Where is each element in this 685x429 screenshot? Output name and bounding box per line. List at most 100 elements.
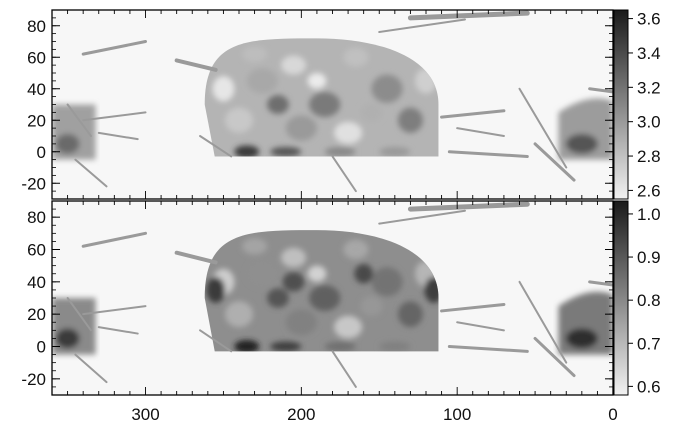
track-streak — [199, 329, 233, 353]
colorbar-tick-label: 3.6 — [637, 10, 661, 29]
y-tick-label: 0 — [37, 338, 46, 357]
colorbar-tick-label: 3.2 — [637, 78, 661, 97]
right-blob — [565, 133, 598, 154]
colorbar-tick-label: 3.0 — [637, 113, 661, 132]
track-streak — [533, 142, 576, 182]
texture-blob — [206, 276, 225, 303]
texture-blob — [281, 55, 307, 75]
track-streak — [74, 353, 108, 384]
track-streak — [440, 302, 506, 313]
track-streak — [407, 201, 530, 212]
track-streak — [440, 109, 506, 119]
texture-blob — [360, 102, 383, 122]
track-streak — [518, 280, 568, 364]
colorbar-tick-label: 1.0 — [637, 205, 661, 224]
texture-blob — [224, 301, 254, 328]
track-streak — [174, 58, 218, 72]
y-tick-label: 60 — [27, 48, 46, 67]
texture-blob — [242, 46, 268, 62]
track-streak — [588, 87, 613, 94]
track-streak — [447, 150, 529, 158]
track-streak — [97, 326, 139, 335]
texture-blob — [324, 341, 356, 352]
y-tick-label: 20 — [27, 111, 46, 130]
y-tick-label: 60 — [27, 241, 46, 260]
texture-blob — [270, 147, 302, 157]
texture-blob — [307, 265, 327, 282]
colorbar-tick-label: 3.4 — [637, 44, 661, 63]
texture-blob — [234, 340, 260, 352]
texture-blob — [324, 147, 356, 157]
colorbar-tick-label: 2.8 — [637, 147, 661, 166]
texture-blob — [397, 107, 423, 133]
track-streak — [82, 111, 147, 122]
track-streak — [378, 18, 466, 34]
texture-blob — [397, 301, 423, 328]
texture-blob — [234, 145, 260, 157]
texture-blob — [281, 247, 307, 268]
texture-blob — [354, 264, 374, 284]
right-blob — [565, 328, 598, 349]
top-colorbar: 3.6 3.4 3.2 3.0 2.8 2.6 — [613, 9, 661, 200]
left-blob — [55, 328, 80, 349]
texture-blob — [371, 74, 403, 103]
texture-blob — [360, 296, 383, 316]
y-tick-label: 80 — [27, 17, 46, 36]
top-map-panel: 80 60 40 20 0 -20 — [21, 9, 614, 200]
y-tick-label: 40 — [27, 80, 46, 99]
colorbar-tick-label: 2.6 — [637, 181, 661, 200]
texture-blob — [379, 341, 411, 352]
track-streak — [66, 103, 92, 137]
texture-blob — [267, 288, 289, 308]
right-region — [558, 98, 613, 160]
heatmap-image — [52, 10, 613, 193]
track-streak — [407, 10, 530, 21]
colorbar-gradient — [613, 200, 629, 396]
track-streak — [82, 305, 147, 316]
track-streak — [199, 135, 233, 158]
heatmap-image — [52, 201, 613, 388]
track-streak — [81, 231, 147, 248]
texture-blob — [242, 238, 268, 255]
colorbar-tick-label: 0.9 — [637, 248, 661, 267]
texture-blob — [334, 121, 363, 144]
colorbar-tick-label: 0.8 — [637, 291, 661, 310]
x-tick-label: 0 — [608, 405, 617, 424]
track-streak — [66, 297, 92, 332]
y-tick-label: -20 — [21, 370, 46, 389]
texture-blob — [371, 267, 403, 297]
left-blob — [55, 133, 80, 154]
texture-blob — [379, 147, 411, 157]
colorbar-tick-label: 0.6 — [637, 377, 661, 396]
track-streak — [331, 155, 357, 193]
texture-blob — [307, 73, 327, 89]
track-streak — [331, 350, 357, 388]
track-streak — [518, 87, 568, 169]
region-texture — [206, 238, 439, 352]
texture-blob — [267, 95, 289, 114]
texture-blob — [212, 76, 235, 102]
x-tick-label: 300 — [131, 405, 159, 424]
region-texture — [212, 46, 437, 157]
texture-blob — [270, 341, 302, 352]
y-tick-label: -20 — [21, 174, 46, 193]
texture-blob — [285, 115, 317, 141]
right-region — [558, 291, 613, 355]
texture-blob — [343, 239, 369, 260]
bottom-colorbar: 1.0 0.9 0.8 0.7 0.6 — [613, 200, 661, 396]
y-tick-label: 20 — [27, 305, 46, 324]
track-streak — [97, 131, 139, 141]
texture-blob — [309, 91, 341, 118]
texture-blob — [246, 68, 278, 94]
y-tick-label: 80 — [27, 208, 46, 227]
track-streak — [533, 336, 576, 378]
track-streak — [81, 40, 147, 56]
texture-blob — [282, 272, 305, 292]
track-streak — [456, 321, 505, 332]
y-tick-label: 40 — [27, 273, 46, 292]
track-streak — [378, 209, 466, 225]
texture-blob — [285, 309, 317, 336]
x-tick-label: 100 — [443, 405, 471, 424]
